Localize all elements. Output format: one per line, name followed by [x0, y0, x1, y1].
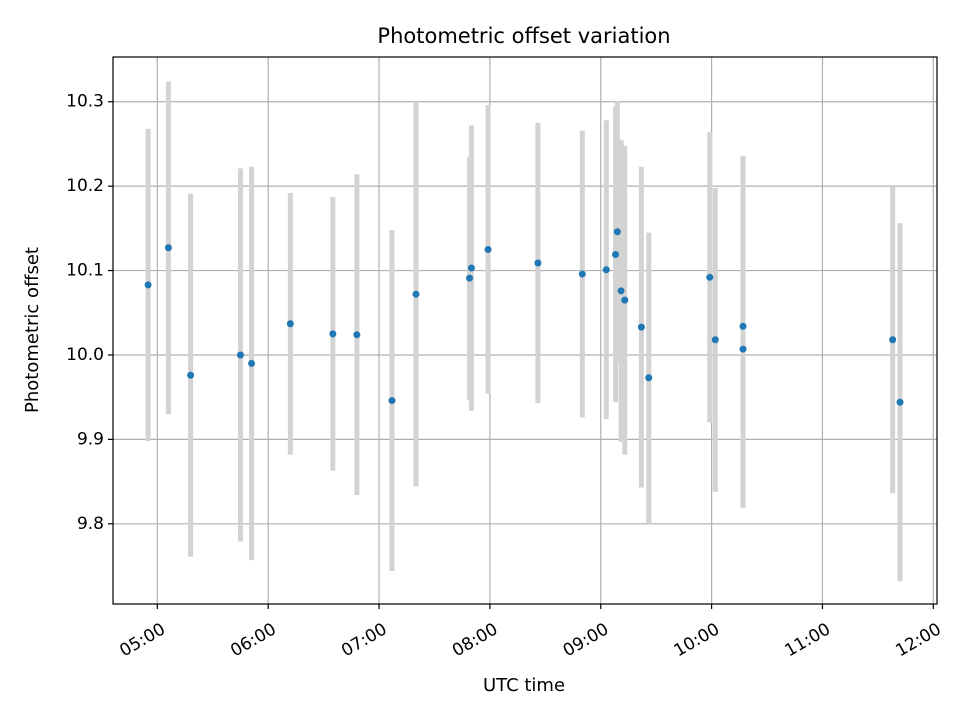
data-point	[613, 228, 621, 236]
data-point	[612, 251, 620, 259]
data-point	[578, 270, 586, 278]
plot-frame	[112, 56, 938, 605]
data-point	[329, 330, 337, 338]
data-point	[706, 273, 714, 281]
data-point	[286, 320, 294, 328]
x-axis-title: UTC time	[483, 675, 565, 696]
data-point	[602, 266, 610, 274]
data-point	[617, 287, 625, 295]
data-points	[144, 228, 904, 406]
data-point	[187, 371, 195, 379]
data-point	[645, 374, 653, 382]
data-point	[236, 351, 244, 359]
y-axis-ticks: 9.8 9.9 10.0 10.1 10.2 10.3	[66, 92, 113, 534]
data-point	[739, 345, 747, 353]
data-point	[466, 274, 474, 282]
data-point	[388, 397, 396, 405]
data-point	[896, 398, 904, 406]
data-point	[711, 336, 719, 344]
y-tick-label: 10.2	[66, 176, 104, 196]
data-point	[164, 244, 172, 252]
y-tick-label: 9.8	[77, 514, 104, 534]
y-tick-label: 10.0	[66, 345, 104, 365]
data-point	[467, 264, 475, 272]
y-tick-label: 10.1	[66, 261, 104, 281]
data-point	[353, 331, 361, 339]
y-tick-label: 10.3	[66, 92, 104, 112]
data-point	[534, 259, 542, 267]
y-axis-title: Photometric offset	[22, 247, 43, 413]
data-point	[621, 296, 629, 304]
data-point	[889, 336, 897, 344]
data-point	[739, 322, 747, 330]
data-point	[412, 290, 420, 298]
data-point	[144, 281, 152, 289]
y-tick-label: 9.9	[77, 429, 104, 449]
data-point	[637, 323, 645, 331]
data-point	[248, 359, 256, 367]
chart-title: Photometric offset variation	[377, 24, 670, 48]
data-point	[484, 245, 492, 253]
